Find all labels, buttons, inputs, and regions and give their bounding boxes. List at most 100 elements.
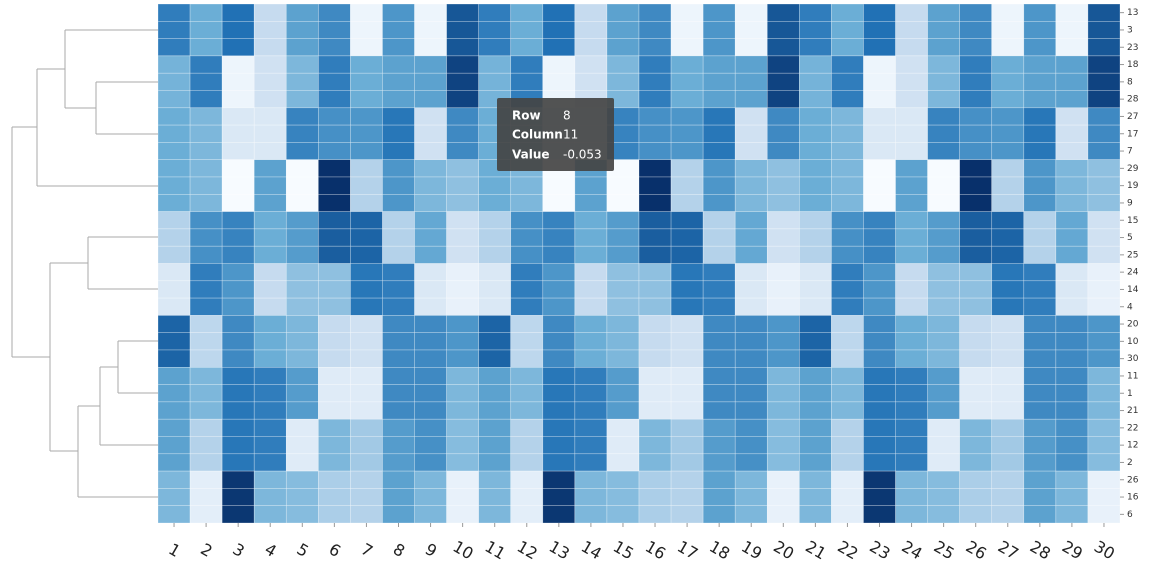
cell [638, 107, 672, 126]
cell [895, 20, 928, 39]
cell [221, 159, 255, 178]
column-label: 28 [1027, 537, 1054, 564]
cell [542, 20, 576, 39]
cell [606, 3, 640, 22]
cell [189, 159, 223, 178]
cell [189, 90, 223, 109]
cell [285, 3, 319, 22]
cell [350, 194, 383, 212]
cell [221, 384, 255, 403]
tooltip-value-label: Value [512, 148, 550, 162]
cell [285, 263, 319, 282]
cell [702, 55, 736, 74]
cell [318, 142, 351, 160]
cell [670, 3, 704, 22]
cell [157, 72, 191, 91]
cell [350, 297, 383, 316]
cell [863, 505, 896, 524]
cell [574, 20, 608, 39]
cell [606, 349, 640, 368]
cell [799, 90, 832, 109]
cell [574, 228, 608, 247]
cell [382, 470, 415, 489]
cell [350, 384, 383, 403]
column-label: 18 [706, 537, 733, 564]
cell [1087, 366, 1121, 385]
column-label: 3 [230, 539, 248, 561]
cell [221, 3, 255, 22]
cell [318, 90, 351, 109]
cell [285, 124, 319, 143]
cell [478, 3, 512, 22]
cell [221, 55, 255, 74]
cell [157, 453, 191, 472]
cell [831, 124, 864, 143]
cell [895, 55, 928, 74]
cell [157, 245, 191, 264]
cell [638, 245, 672, 264]
cell [702, 366, 736, 385]
column-label: 2 [197, 539, 215, 561]
cell [350, 90, 383, 109]
cell [382, 124, 415, 143]
cell [414, 280, 447, 299]
cell [574, 55, 608, 74]
cell [285, 38, 319, 57]
cell [1023, 3, 1057, 22]
cell [927, 20, 960, 39]
cell [670, 20, 704, 39]
cell [189, 470, 223, 489]
cell [446, 245, 479, 264]
cell [638, 349, 672, 368]
cell [670, 349, 704, 368]
cell [670, 332, 704, 351]
cell [574, 280, 608, 299]
cell [285, 401, 319, 420]
cell [863, 194, 896, 212]
cell [157, 470, 191, 489]
cell [863, 332, 896, 351]
cell [638, 55, 672, 74]
cell [285, 107, 319, 126]
cell [1087, 436, 1121, 455]
cell [382, 194, 415, 212]
cell [734, 418, 768, 437]
cell [702, 505, 736, 524]
cell [382, 418, 415, 437]
cell [382, 263, 415, 282]
cell [734, 315, 768, 333]
cell [478, 418, 512, 437]
cell [446, 349, 479, 368]
cell [863, 245, 896, 264]
cell [1023, 366, 1057, 385]
cell [734, 263, 768, 282]
cell [959, 401, 993, 420]
cell [863, 142, 896, 160]
cell [863, 488, 896, 506]
cell [831, 107, 864, 126]
cell [959, 280, 993, 299]
cell [1087, 72, 1121, 91]
cell [510, 453, 544, 472]
cell [1023, 245, 1057, 264]
cell [991, 72, 1025, 91]
cell [574, 263, 608, 282]
cell [863, 436, 896, 455]
cell [863, 124, 896, 143]
cell [414, 72, 447, 91]
cell [959, 453, 993, 472]
cell [1055, 245, 1089, 264]
cell [799, 332, 832, 351]
cell [350, 55, 383, 74]
cell [189, 315, 223, 333]
cell [766, 505, 800, 524]
cell [606, 55, 640, 74]
cell [414, 332, 447, 351]
row-label: 3 [1127, 25, 1133, 35]
cell [285, 159, 319, 178]
cell [799, 3, 832, 22]
cell [253, 20, 287, 39]
cell [221, 20, 255, 39]
column-label: 13 [546, 537, 573, 564]
cell [318, 107, 351, 126]
